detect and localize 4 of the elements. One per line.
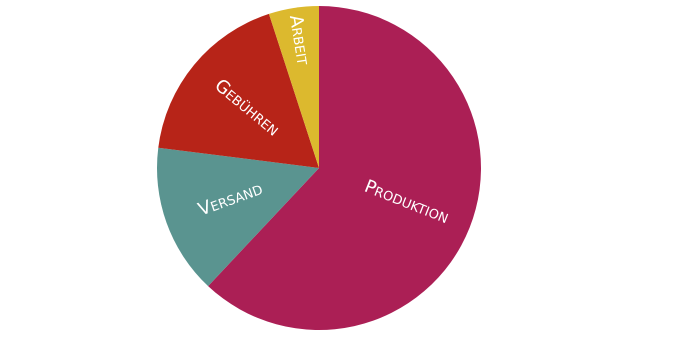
slice-label: Versand — [195, 178, 266, 220]
slice-label: Arbeit — [284, 13, 314, 66]
pie-slice — [157, 148, 319, 286]
pie-slice — [158, 14, 319, 168]
